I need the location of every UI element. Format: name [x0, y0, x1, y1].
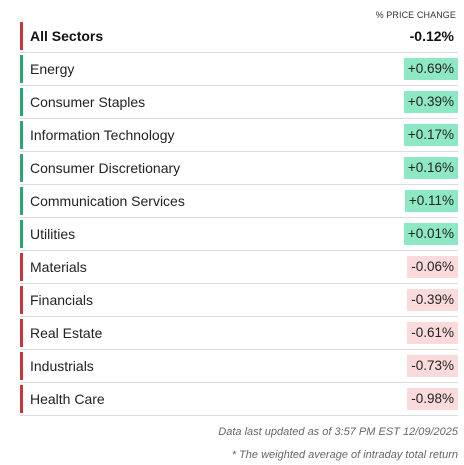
- sector-row[interactable]: Real Estate -0.61%: [20, 317, 458, 350]
- sector-change-value: +0.17%: [403, 124, 458, 146]
- direction-indicator-bar: [20, 253, 23, 281]
- sector-name: Consumer Staples: [30, 94, 146, 110]
- sector-row[interactable]: Consumer Discretionary +0.16%: [20, 152, 458, 185]
- sector-change-value: +0.11%: [404, 190, 458, 212]
- sector-change-value: +0.16%: [403, 157, 458, 179]
- sector-name: Health Care: [30, 391, 105, 407]
- direction-indicator-bar: [20, 187, 23, 215]
- sector-change-value: -0.61%: [407, 322, 458, 344]
- sector-row[interactable]: Financials -0.39%: [20, 284, 458, 317]
- last-updated-note: Data last updated as of 3:57 PM EST 12/0…: [218, 426, 458, 438]
- sector-row[interactable]: Materials -0.06%: [20, 251, 458, 284]
- direction-indicator-bar: [20, 154, 23, 182]
- sector-change-value: -0.06%: [407, 256, 458, 278]
- direction-indicator-bar: [20, 385, 23, 413]
- direction-indicator-bar: [20, 286, 23, 314]
- direction-indicator-bar: [20, 22, 23, 50]
- sector-name: Energy: [30, 61, 75, 77]
- weighted-average-footnote: * The weighted average of intraday total…: [231, 449, 458, 461]
- direction-indicator-bar: [20, 220, 23, 248]
- sector-change-value: -0.39%: [407, 289, 458, 311]
- sector-name: Utilities: [30, 226, 76, 242]
- sector-row[interactable]: Health Care -0.98%: [20, 383, 458, 416]
- sector-row[interactable]: Information Technology +0.17%: [20, 119, 458, 152]
- sector-list: Energy +0.69% Consumer Staples +0.39% Inform…: [20, 53, 458, 416]
- sector-row[interactable]: Communication Services +0.11%: [20, 185, 458, 218]
- sector-performance-widget: % PRICE CHANGE All Sectors -0.12% Energy…: [20, 0, 458, 416]
- sector-name: All Sectors: [30, 28, 104, 44]
- sector-row[interactable]: Consumer Staples +0.39%: [20, 86, 458, 119]
- sector-name: Financials: [30, 292, 94, 308]
- table-header: % PRICE CHANGE: [20, 0, 458, 20]
- sector-change-value: -0.73%: [407, 355, 458, 377]
- sector-change-value: +0.39%: [403, 91, 458, 113]
- sector-row[interactable]: Industrials -0.73%: [20, 350, 458, 383]
- sector-name: Real Estate: [30, 325, 103, 341]
- sector-name: Materials: [30, 259, 87, 275]
- direction-indicator-bar: [20, 319, 23, 347]
- sector-change-value: +0.69%: [403, 58, 458, 80]
- price-change-column-header: % PRICE CHANGE: [375, 10, 456, 20]
- sector-name: Consumer Discretionary: [30, 160, 181, 176]
- sector-change-value: -0.98%: [407, 388, 458, 410]
- direction-indicator-bar: [20, 121, 23, 149]
- sector-change-value: +0.01%: [403, 223, 458, 245]
- sector-name: Information Technology: [30, 127, 175, 143]
- direction-indicator-bar: [20, 88, 23, 116]
- sector-row[interactable]: Utilities +0.01%: [20, 218, 458, 251]
- direction-indicator-bar: [20, 55, 23, 83]
- direction-indicator-bar: [20, 352, 23, 380]
- all-sectors-row[interactable]: All Sectors -0.12%: [20, 20, 458, 53]
- sector-name: Communication Services: [30, 193, 185, 209]
- sector-name: Industrials: [30, 358, 94, 374]
- sector-row[interactable]: Energy +0.69%: [20, 53, 458, 86]
- sector-change-value: -0.12%: [409, 28, 454, 44]
